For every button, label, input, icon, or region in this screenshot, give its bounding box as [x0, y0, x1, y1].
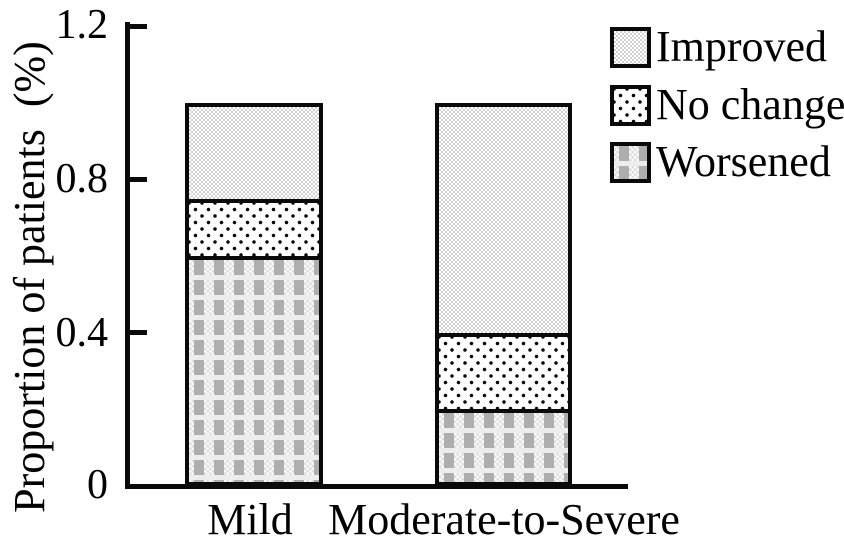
legend-label-worsened: Worsened — [656, 137, 831, 186]
bar-segment-improved — [185, 103, 323, 199]
y-axis-line — [125, 22, 130, 489]
y-tick-label-1-2: 1.2 — [55, 2, 109, 48]
y-axis-title: Proportion of patients (%) — [5, 41, 54, 513]
y-tick-mark-1-2 — [125, 24, 147, 29]
legend-item-worsened: Worsened — [610, 140, 831, 184]
legend-swatch-worsened-icon — [610, 141, 651, 183]
y-tick-label-0: 0 — [87, 462, 108, 508]
legend-label-no-change: No change — [656, 80, 844, 129]
y-tick-mark-0-4 — [125, 330, 147, 335]
y-tick-label-0-4: 0.4 — [55, 310, 109, 356]
y-tick-mark-0-8 — [125, 177, 147, 182]
bar-segment-nochange — [185, 198, 323, 257]
legend-item-no-change: No change — [610, 83, 844, 127]
bar-segment-worsened — [435, 409, 572, 486]
x-axis-line — [125, 484, 628, 489]
y-tick-label-0-8: 0.8 — [55, 156, 109, 202]
bar-segment-worsened — [185, 256, 323, 486]
bar-segment-improved — [435, 103, 572, 333]
legend-swatch-no-change-icon — [610, 84, 651, 126]
legend-label-improved: Improved — [656, 22, 828, 71]
bar-segment-nochange — [435, 332, 572, 410]
legend-swatch-improved-icon — [610, 26, 651, 68]
legend-item-improved: Improved — [610, 25, 827, 69]
x-category-label-moderate-to-severe: Moderate-to-Severe — [328, 495, 680, 544]
x-category-label-mild: Mild — [207, 495, 293, 544]
